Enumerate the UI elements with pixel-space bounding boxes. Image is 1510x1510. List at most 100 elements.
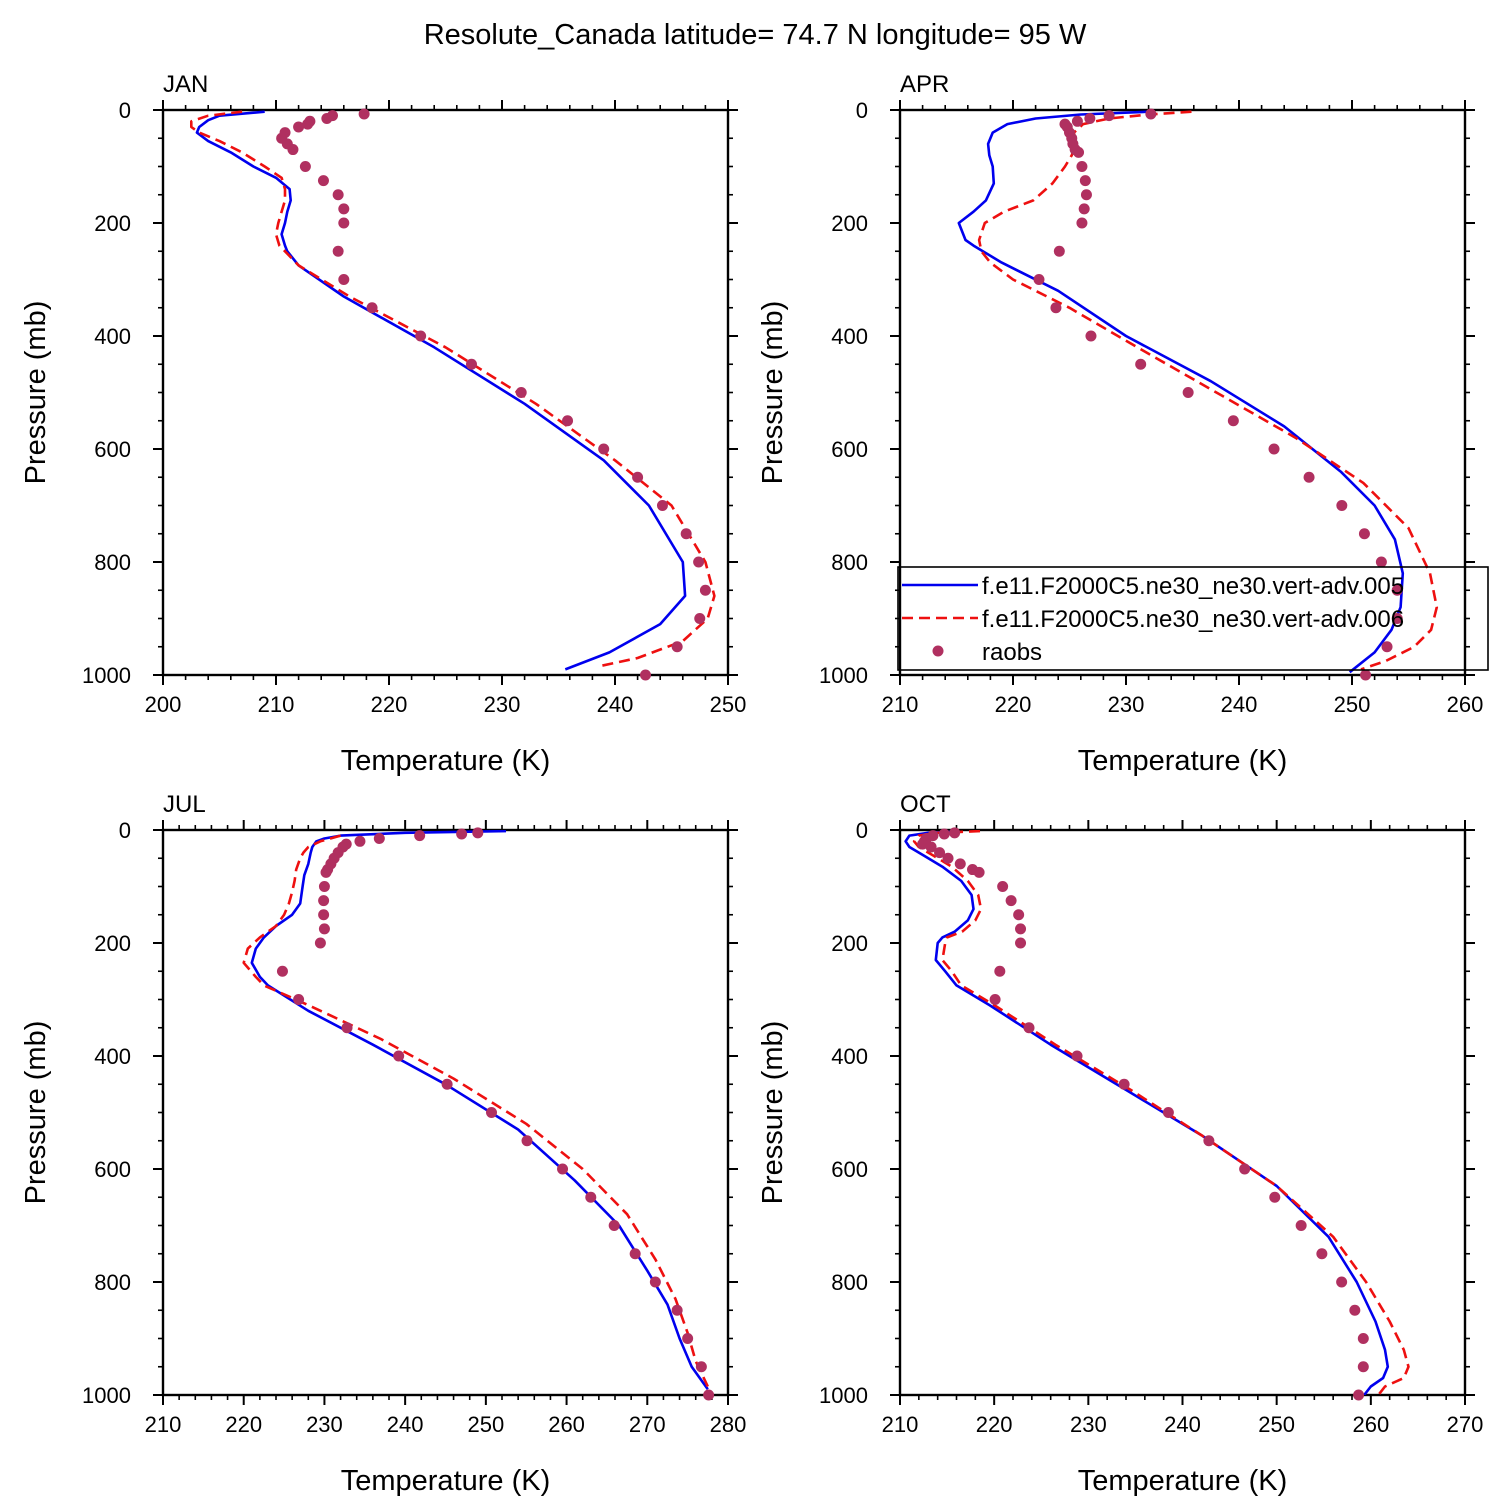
legend-label: f.e11.F2000C5.ne30_ne30.vert-adv.006 <box>982 606 1404 633</box>
plot-frame-jul <box>161 828 730 1397</box>
panel-jan: JAN 200 210 220 230 240 250 0 200 400 600 800 1000 Te… <box>20 71 746 777</box>
raobs-point <box>1357 1361 1369 1373</box>
raobs-point <box>338 274 350 285</box>
raobs-point <box>694 613 706 624</box>
plot-frame-oct <box>898 828 1467 1397</box>
raobs-point <box>1182 387 1194 398</box>
x-tick-label: 230 <box>1108 692 1145 717</box>
raobs-point <box>521 1135 533 1147</box>
y-tick-label: 0 <box>856 818 868 843</box>
x-tick-label: 220 <box>225 1412 262 1437</box>
x-tick-label: 240 <box>1164 1412 1201 1437</box>
y-tick-label: 0 <box>856 98 868 123</box>
raobs-point <box>695 1361 707 1373</box>
raobs-point <box>989 994 1001 1005</box>
y-axis-label-jul: Pressure (mb) <box>20 1021 52 1205</box>
raobs-point <box>293 121 305 133</box>
x-tick-label: 200 <box>145 692 182 717</box>
figure-title: Resolute_Canada latitude= 74.7 N longitu… <box>424 19 1087 51</box>
x-tick-label: 230 <box>306 1412 343 1437</box>
raobs-point <box>1145 108 1157 120</box>
raobs-point <box>1135 358 1147 370</box>
y-tick-label: 800 <box>831 1270 868 1295</box>
y-tick-label: 1000 <box>819 1383 868 1408</box>
y-tick-label: 200 <box>94 211 131 236</box>
panel-label-apr: APR <box>900 71 949 98</box>
x-tick-label: 220 <box>976 1412 1013 1437</box>
raobs-point <box>1015 923 1027 935</box>
raobs-point <box>1316 1248 1328 1260</box>
raobs-point <box>1162 1107 1174 1118</box>
panel-apr: APR 210 220 230 240 250 260 0 200 400 600 800 1000 Te… <box>757 71 1489 777</box>
panel-jul: JUL 210 220 230 240 250 260 270 280 0 200 400 600 800… <box>20 791 746 1497</box>
raobs-point <box>1303 471 1315 483</box>
raobs-point <box>557 1163 569 1175</box>
raobs-point <box>942 852 954 864</box>
raobs-point <box>1357 1333 1369 1344</box>
raobs-point <box>934 847 946 859</box>
y-tick-label: 200 <box>831 211 868 236</box>
x-tick-label: 260 <box>1447 692 1484 717</box>
legend-label: f.e11.F2000C5.ne30_ne30.vert-adv.005 <box>982 573 1404 600</box>
x-tick-label: 240 <box>597 692 634 717</box>
y-tick-label: 600 <box>94 1157 131 1182</box>
raobs-point <box>682 1333 694 1344</box>
raobs-point <box>598 443 610 455</box>
raobs-point <box>1103 110 1115 122</box>
raobs-point <box>994 965 1006 977</box>
raobs-point <box>1080 189 1092 201</box>
legend-box <box>897 566 1489 671</box>
y-tick-label: 1000 <box>819 663 868 688</box>
raobs-point <box>1085 330 1097 342</box>
x-axis-label-jan: Temperature (K) <box>341 745 551 777</box>
raobs-point <box>997 881 1009 892</box>
y-tick-label: 600 <box>94 437 131 462</box>
raobs-point <box>1349 1304 1361 1316</box>
raobs-point <box>441 1078 453 1090</box>
raobs-point <box>1118 1078 1130 1090</box>
raobs-point <box>1023 1022 1035 1034</box>
plot-frame-jan <box>161 108 730 677</box>
raobs-point <box>1203 1135 1215 1147</box>
raobs-point <box>973 866 985 878</box>
series-006-line-jan <box>190 110 716 668</box>
x-tick-label: 260 <box>1352 1412 1389 1437</box>
raobs-point <box>276 965 288 977</box>
raobs-point <box>354 835 366 847</box>
raobs-point <box>318 923 330 935</box>
x-tick-label: 270 <box>629 1412 666 1437</box>
x-tick-label: 250 <box>467 1412 504 1437</box>
x-tick-label: 250 <box>1334 692 1371 717</box>
x-tick-label: 220 <box>995 692 1032 717</box>
raobs-point <box>1375 556 1387 568</box>
raobs-point <box>1071 1050 1083 1062</box>
raobs-point <box>917 838 929 850</box>
raobs-point <box>1084 112 1096 124</box>
y-tick-label: 400 <box>831 324 868 349</box>
y-tick-label: 0 <box>119 818 131 843</box>
x-tick-label: 260 <box>548 1412 585 1437</box>
raobs-point <box>293 994 305 1005</box>
y-tick-label: 400 <box>94 1044 131 1069</box>
x-tick-label: 210 <box>145 1412 182 1437</box>
y-tick-label: 400 <box>94 324 131 349</box>
y-axis-label-apr: Pressure (mb) <box>757 301 789 485</box>
series-005-line-jan <box>195 110 687 671</box>
raobs-point <box>1391 613 1403 624</box>
raobs-point <box>585 1191 597 1203</box>
x-axis-label-oct: Temperature (K) <box>1078 1465 1288 1497</box>
raobs-point <box>302 118 314 130</box>
panel-label-jan: JAN <box>163 71 208 98</box>
raobs-point <box>1079 175 1091 187</box>
raobs-point <box>321 112 333 124</box>
raobs-point <box>608 1220 620 1231</box>
x-tick-label: 210 <box>882 692 919 717</box>
series-006-line-oct <box>912 830 1410 1395</box>
raobs-point <box>629 1248 641 1260</box>
y-tick-label: 1000 <box>82 1383 131 1408</box>
raobs-point <box>1053 245 1065 257</box>
raobs-point <box>1076 217 1088 229</box>
raobs-point <box>949 827 961 839</box>
x-tick-label: 250 <box>1258 1412 1295 1437</box>
